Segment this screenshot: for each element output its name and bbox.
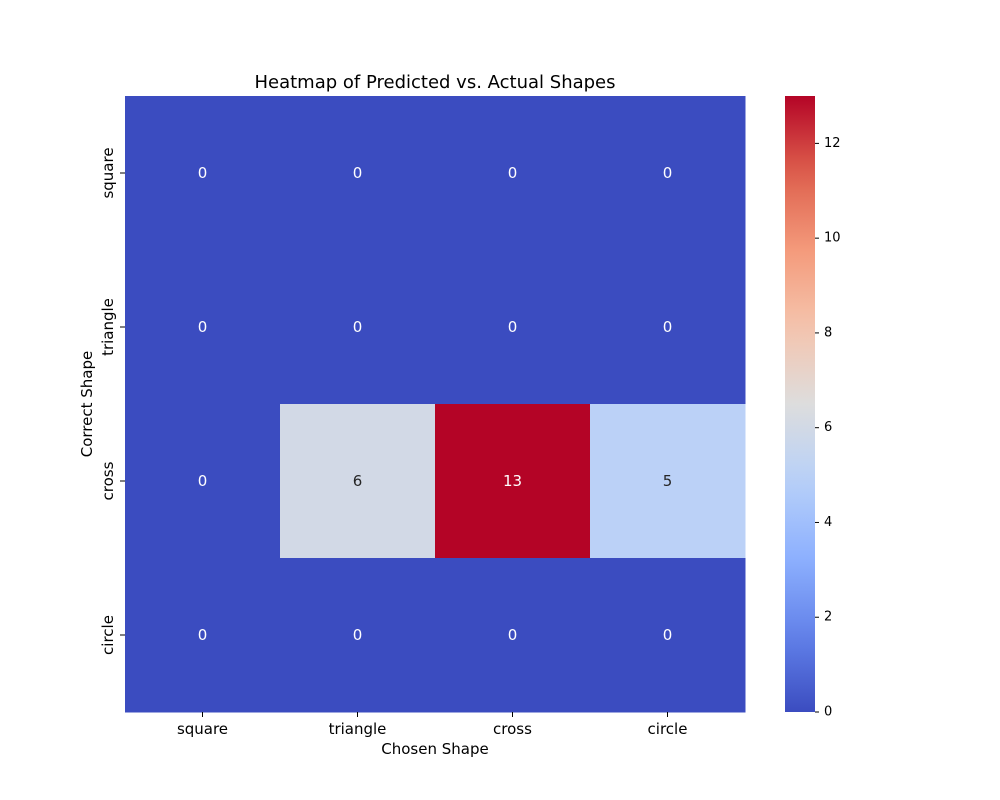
- heatmap-cell: [280, 96, 436, 251]
- heatmap-cell: [590, 558, 746, 713]
- x-axis-label: Chosen Shape: [381, 740, 488, 758]
- heatmap-cell: [435, 96, 591, 251]
- cell-value-label: 0: [198, 164, 208, 182]
- heatmap-cell: [125, 250, 281, 405]
- x-tick-label: triangle: [329, 720, 387, 738]
- cell-value-label: 0: [353, 164, 363, 182]
- colorbar-tick-label: 6: [824, 420, 832, 435]
- heatmap-cells: [125, 96, 746, 713]
- x-tick-label: cross: [493, 720, 532, 738]
- cell-value-label: 0: [508, 164, 518, 182]
- y-tick-label: triangle: [99, 298, 117, 356]
- colorbar-tick-label: 10: [824, 231, 841, 246]
- colorbar-ticks: 0 2 4 6 8 10 12: [815, 136, 841, 720]
- x-tick-label: circle: [648, 720, 688, 738]
- colorbar-tick-label: 2: [824, 610, 832, 625]
- heatmap-cell: [280, 404, 436, 559]
- heatmap-cell: [435, 250, 591, 405]
- colorbar-tick-label: 4: [824, 515, 832, 530]
- cell-value-label: 5: [663, 472, 673, 490]
- colorbar: 0 2 4 6 8 10 12: [785, 96, 841, 720]
- heatmap-cell: [590, 404, 746, 559]
- heatmap-annotations: 0 0 0 0 0 0 0 0 0 6 13 5 0 0 0 0: [198, 164, 673, 644]
- colorbar-tick-label: 8: [824, 325, 832, 340]
- colorbar-gradient: [785, 96, 815, 712]
- heatmap-cell: [590, 250, 746, 405]
- cell-value-label: 0: [353, 626, 363, 644]
- heatmap-cell: [280, 250, 436, 405]
- colorbar-tick-label: 0: [824, 705, 832, 720]
- heatmap-cell: [125, 558, 281, 713]
- y-tick-label: square: [99, 147, 117, 198]
- cell-value-label: 0: [508, 318, 518, 336]
- cell-value-label: 0: [198, 318, 208, 336]
- cell-value-label: 0: [198, 626, 208, 644]
- x-tick-label: square: [177, 720, 228, 738]
- y-axis-label: Correct Shape: [78, 351, 96, 458]
- cell-value-label: 0: [198, 472, 208, 490]
- y-tick-label: circle: [99, 615, 117, 655]
- heatmap-cell: [590, 96, 746, 251]
- y-tick-label: cross: [99, 461, 117, 500]
- heatmap-cell: [280, 558, 436, 713]
- cell-value-label: 13: [503, 472, 522, 490]
- chart-title: Heatmap of Predicted vs. Actual Shapes: [254, 72, 615, 93]
- heatmap-cell: [435, 404, 591, 559]
- cell-value-label: 0: [663, 164, 673, 182]
- cell-value-label: 0: [663, 626, 673, 644]
- colorbar-tick-label: 12: [824, 136, 841, 151]
- y-axis-ticks: square triangle cross circle: [99, 147, 125, 655]
- cell-value-label: 0: [508, 626, 518, 644]
- cell-value-label: 0: [663, 318, 673, 336]
- heatmap-cell: [125, 96, 281, 251]
- cell-value-label: 6: [353, 472, 363, 490]
- x-axis-ticks: square triangle cross circle: [177, 712, 688, 738]
- heatmap-cell: [435, 558, 591, 713]
- heatmap-cell: [125, 404, 281, 559]
- cell-value-label: 0: [353, 318, 363, 336]
